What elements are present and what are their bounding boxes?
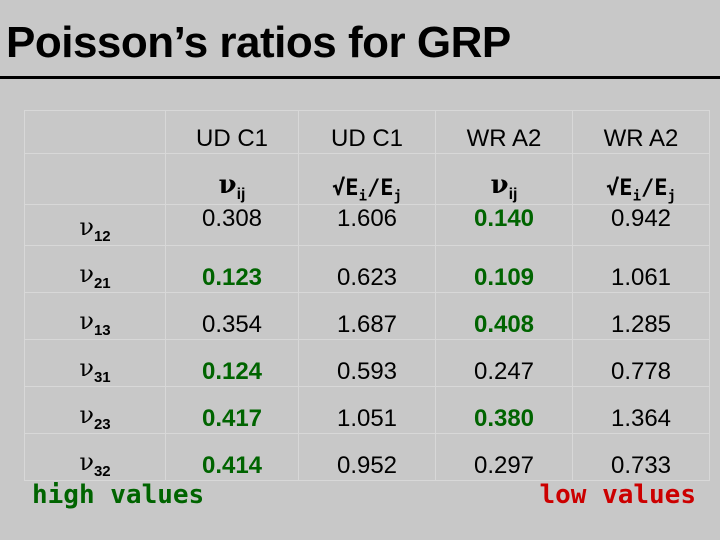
title-underline [0,76,720,79]
row-subscript: 13 [93,322,111,339]
table-cell: 0.593 [298,339,436,387]
column-header-quantity: √Ei/Ej [572,153,710,205]
nu-symbol: ν [79,307,94,336]
nu-symbol: ν [79,213,94,242]
nu-symbol: ν [218,169,237,200]
row-label: ν13 [24,292,166,340]
table-cell: 1.051 [298,386,436,434]
row-subscript: 32 [93,463,111,480]
table-cell: 0.123 [165,245,299,293]
table-row: ν21 0.123 0.623 0.109 1.061 [24,245,710,293]
row-subscript: 21 [93,275,111,292]
poisson-ratio-table: UD C1 UD C1 WR A2 WR A2 νij √Ei/Ej νij √… [24,110,710,481]
nu-subscript: ij [236,186,246,203]
column-header-material: WR A2 [435,110,573,154]
subscript-j: j [667,188,676,204]
row-label: ν21 [24,245,166,293]
row-subscript: 12 [93,228,111,245]
material-header-row: UD C1 UD C1 WR A2 WR A2 [24,110,710,154]
row-label: ν23 [24,386,166,434]
corner-cell [24,153,166,205]
subscript-j: j [393,188,402,204]
column-header-quantity: √Ei/Ej [298,153,436,205]
table-cell: 0.408 [435,292,573,340]
row-subscript: 23 [93,416,111,433]
subscript-i: i [632,188,641,204]
table-cell: 1.687 [298,292,436,340]
table-cell: 0.778 [572,339,710,387]
row-subscript: 31 [93,369,111,386]
quantity-header-row: νij √Ei/Ej νij √Ei/Ej [24,153,710,205]
table-cell: 0.308 [165,204,299,246]
table-cell: 0.733 [572,433,710,481]
table-cell: 0.952 [298,433,436,481]
nu-symbol: ν [79,260,94,289]
column-header-quantity: νij [165,153,299,205]
sqrt-e-symbol: √E [332,175,359,201]
divide-e-symbol: /E [641,175,668,201]
table-row: ν31 0.124 0.593 0.247 0.778 [24,339,710,387]
table-row: ν23 0.417 1.051 0.380 1.364 [24,386,710,434]
table-cell: 0.109 [435,245,573,293]
low-values-label: low values [539,480,696,510]
table-cell: 0.247 [435,339,573,387]
table-cell: 1.285 [572,292,710,340]
table-cell: 0.414 [165,433,299,481]
nu-symbol: ν [79,354,94,383]
table-cell: 0.623 [298,245,436,293]
nu-symbol: ν [490,169,509,200]
table-cell: 0.417 [165,386,299,434]
table-cell: 0.297 [435,433,573,481]
table-row: ν13 0.354 1.687 0.408 1.285 [24,292,710,340]
table-cell: 1.606 [298,204,436,246]
nu-symbol: ν [79,401,94,430]
column-header-quantity: νij [435,153,573,205]
slide-title: Poisson’s ratios for GRP [6,18,511,67]
table-row: ν12 0.308 1.606 0.140 0.942 [24,204,710,246]
nu-subscript: ij [508,186,518,203]
column-header-material: UD C1 [298,110,436,154]
high-values-label: high values [32,480,205,510]
sqrt-e-symbol: √E [606,175,633,201]
table-row: ν32 0.414 0.952 0.297 0.733 [24,433,710,481]
row-label: ν32 [24,433,166,481]
divide-e-symbol: /E [367,175,394,201]
corner-cell [24,110,166,154]
table-cell: 0.942 [572,204,710,246]
table-cell: 1.364 [572,386,710,434]
row-label: ν12 [24,204,166,246]
nu-symbol: ν [79,448,94,477]
table-body: ν12 0.308 1.606 0.140 0.942 ν21 0.123 0.623 0.10… [24,204,710,481]
table-cell: 0.140 [435,204,573,246]
column-header-material: WR A2 [572,110,710,154]
table-cell: 0.124 [165,339,299,387]
subscript-i: i [358,188,367,204]
column-header-material: UD C1 [165,110,299,154]
row-label: ν31 [24,339,166,387]
table-cell: 0.380 [435,386,573,434]
table-cell: 0.354 [165,292,299,340]
table-cell: 1.061 [572,245,710,293]
